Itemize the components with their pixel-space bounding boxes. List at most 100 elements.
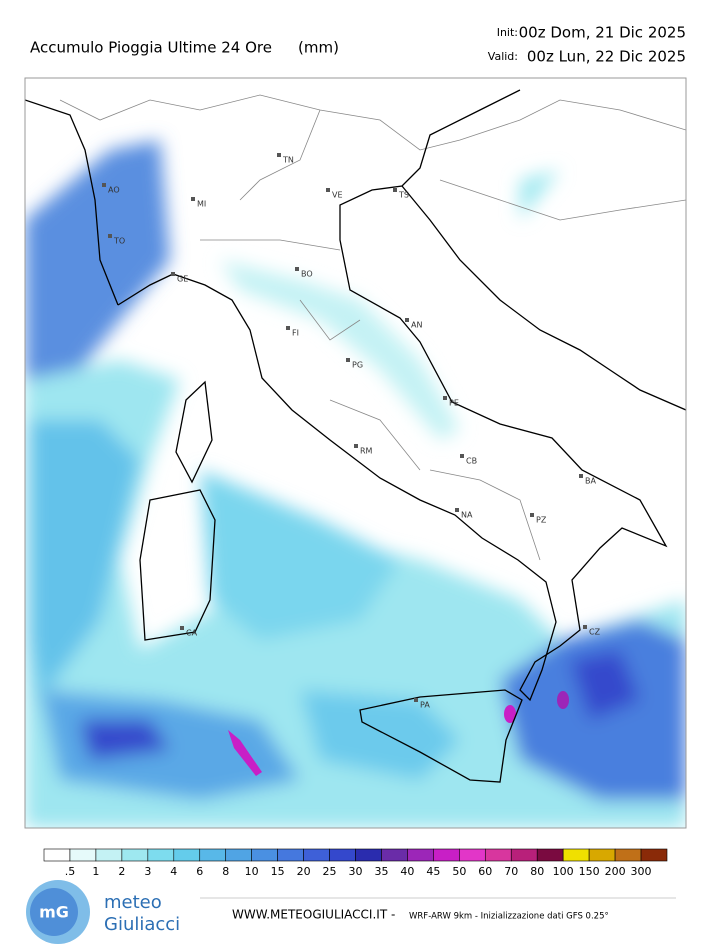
city-label: TS: [398, 191, 409, 200]
city-dot: [455, 508, 459, 512]
units: (mm): [298, 39, 339, 57]
color-label: 10: [245, 865, 259, 878]
color-label: 2: [118, 865, 125, 878]
city-label: MI: [197, 200, 206, 209]
color-swatch: [536, 848, 564, 862]
color-swatch: [329, 848, 356, 862]
color-label: 6: [196, 865, 203, 878]
city-dot: [286, 326, 290, 330]
city-dot: [108, 234, 112, 238]
logo-mark: mG: [39, 903, 69, 922]
color-label: 35: [374, 865, 388, 878]
city-label: PZ: [536, 516, 547, 525]
city-dot: [405, 318, 409, 322]
color-label: 20: [297, 865, 311, 878]
city-label: BA: [585, 477, 596, 486]
color-label: 50: [452, 865, 466, 878]
precipitation: [25, 140, 686, 828]
city-label: GE: [177, 275, 188, 284]
color-swatch: [121, 848, 149, 862]
color-label: 1: [92, 865, 99, 878]
city-dot: [326, 188, 330, 192]
color-label: 4: [170, 865, 177, 878]
site: WWW.METEOGIULIACCI.IT -: [232, 908, 395, 922]
color-swatch: [381, 848, 408, 862]
color-label: 8: [222, 865, 229, 878]
color-swatch: [355, 848, 382, 862]
color-label: 80: [530, 865, 544, 878]
color-label: 150: [579, 865, 600, 878]
color-swatch: [95, 848, 123, 862]
colorbar: .5 1 2 3 4 6 8 10 15 20 25 30 35 40 45 50 60 70 80 100 150 20…: [43, 848, 668, 878]
city-label: PG: [352, 361, 363, 370]
valid-date: 00z Lun, 22 Dic 2025: [527, 48, 686, 66]
color-swatch: [173, 848, 201, 862]
init-label: Init:: [497, 26, 518, 39]
color-swatch: [640, 848, 668, 862]
color-label: 45: [426, 865, 440, 878]
city-dot: [354, 444, 358, 448]
city-dot: [579, 474, 583, 478]
color-label: 300: [631, 865, 652, 878]
color-label: 15: [271, 865, 285, 878]
city-label: FI: [292, 329, 299, 338]
init-date: 00z Dom, 21 Dic 2025: [519, 24, 686, 42]
city-dot: [530, 513, 534, 517]
city-dot: [295, 267, 299, 271]
city-label: CA: [186, 629, 198, 638]
city-dot: [583, 625, 587, 629]
valid-label: Valid:: [488, 50, 518, 63]
city-dot: [180, 626, 184, 630]
color-label: 30: [349, 865, 363, 878]
color-swatch: [303, 848, 330, 862]
city-dot: [346, 358, 350, 362]
color-swatch: [562, 848, 590, 862]
map: AO TO MI GE TN VE TS BO AN FI PG PE RM CB BA NA PZ CA PA CZ: [24, 77, 687, 829]
color-label: 3: [144, 865, 151, 878]
city-dot: [460, 454, 464, 458]
color-swatch: [199, 848, 227, 862]
city-dot: [102, 183, 106, 187]
color-label: 70: [504, 865, 518, 878]
city-label: BO: [301, 270, 313, 279]
color-label: 25: [323, 865, 337, 878]
color-swatch: [407, 848, 434, 862]
city-dot: [191, 197, 195, 201]
city-label: TN: [282, 156, 294, 165]
city-dot: [171, 272, 175, 276]
color-swatch: [433, 848, 460, 862]
city-dot: [393, 188, 397, 192]
color-swatch: [251, 848, 278, 862]
color-swatch: [147, 848, 175, 862]
city-label: NA: [461, 511, 473, 520]
logo-inner: [30, 888, 78, 936]
color-swatch: [614, 848, 642, 862]
city-label: PA: [420, 701, 430, 710]
color-swatch: [510, 848, 538, 862]
city-label: RM: [360, 447, 373, 456]
footer: mG meteo Giuliacci WWW.METEOGIULIACCI.IT…: [26, 880, 676, 944]
color-swatch: [588, 848, 616, 862]
city-dot: [277, 153, 281, 157]
color-swatch: [459, 848, 486, 862]
title: Accumulo Pioggia Ultime 24 Ore: [30, 39, 272, 57]
city-dot: [414, 698, 418, 702]
city-label: AN: [411, 321, 422, 330]
color-label: 60: [478, 865, 492, 878]
color-swatch: [43, 848, 71, 862]
city-label: CZ: [589, 628, 601, 637]
model: WRF-ARW 9km - Inizializzazione dati GFS …: [409, 912, 609, 922]
color-label: 100: [553, 865, 574, 878]
color-swatch: [484, 848, 512, 862]
color-label: 40: [400, 865, 414, 878]
color-swatch: [225, 848, 252, 862]
city-label: PE: [449, 399, 459, 408]
color-swatch: [69, 848, 97, 862]
city-dot: [443, 396, 447, 400]
brand-top: meteo: [104, 892, 162, 913]
city-label: VE: [332, 191, 343, 200]
city-label: CB: [466, 457, 477, 466]
color-label: .5: [65, 865, 76, 878]
brand-bottom: Giuliacci: [104, 914, 180, 935]
